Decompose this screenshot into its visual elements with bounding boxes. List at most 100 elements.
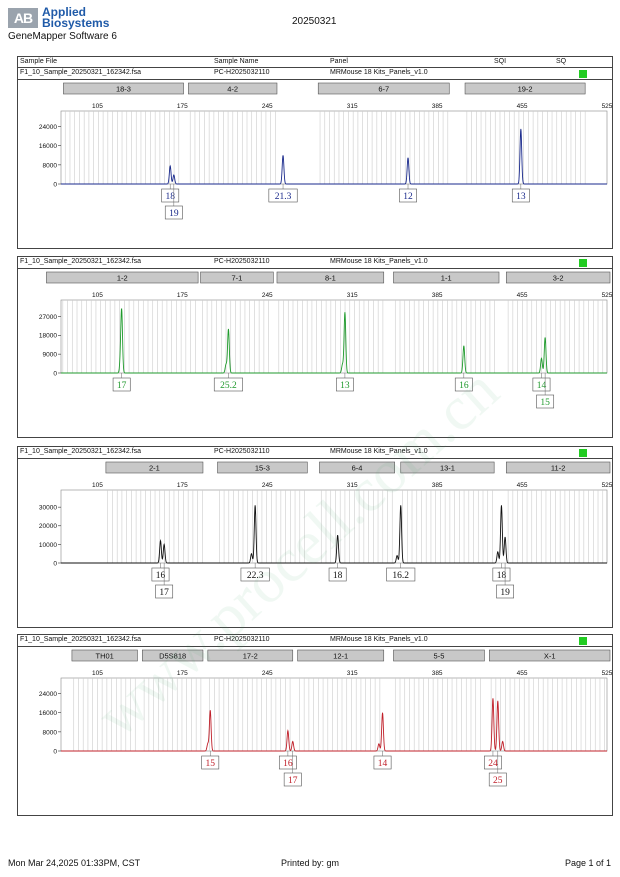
- col-sq: SQ: [556, 58, 567, 65]
- marker-bar: [319, 461, 395, 474]
- allele-call-box: [213, 377, 243, 392]
- marker-label: 19-2: [518, 85, 533, 94]
- allele-call-box: [492, 567, 511, 582]
- allele-call-box: [454, 377, 473, 392]
- trace-line: [61, 505, 607, 564]
- allele-call-label: 17: [117, 381, 127, 391]
- allele-call-box: [151, 567, 170, 582]
- marker-label: 5-5: [434, 652, 445, 661]
- allele-call-box: [496, 584, 514, 599]
- col-panel: Panel: [330, 58, 348, 65]
- marker-label: 1-1: [441, 274, 452, 283]
- panel-panel-name: MRMouse 18 Kits_Panels_v1.0: [330, 448, 428, 455]
- electropherogram-plot: TH01 D5S818 17-2 12-1 5-5 X-1 105 175 245 315 385 4…: [39, 649, 612, 787]
- marker-label: 3-2: [553, 274, 564, 283]
- panel-info-row: F1_10_Sample_20250321_162342.fsa PC-H2025…: [18, 635, 612, 647]
- panel-panel-name: MRMouse 18 Kits_Panels_v1.0: [330, 258, 428, 265]
- y-tick-label: 18000: [39, 333, 57, 340]
- marker-bar: [200, 271, 274, 284]
- marker-label: X-1: [544, 652, 556, 661]
- marker-label: 2-1: [149, 464, 160, 473]
- panel-sample-file: F1_10_Sample_20250321_162342.fsa: [20, 258, 142, 265]
- x-tick-label: 455: [517, 670, 528, 677]
- trace-line: [61, 128, 607, 185]
- report-title: 20250321: [292, 16, 337, 27]
- trace-line: [61, 308, 607, 374]
- footer-page-number: Page 1 of 1: [565, 858, 612, 868]
- x-tick-label: 455: [517, 482, 528, 489]
- trace-line: [61, 698, 607, 752]
- x-tick-label: 315: [347, 292, 358, 299]
- marker-label: 1-2: [117, 274, 128, 283]
- allele-call-box: [511, 188, 530, 203]
- x-tick-label: 525: [602, 103, 612, 110]
- y-tick-label: 9000: [43, 352, 58, 359]
- plot-frame: [60, 489, 608, 564]
- marker-label: 4-2: [227, 85, 238, 94]
- allele-call-label: 24: [488, 759, 498, 769]
- allele-call-box: [283, 772, 302, 787]
- allele-call-label: 15: [540, 398, 550, 408]
- x-tick-label: 385: [432, 103, 443, 110]
- allele-call-label: 13: [340, 381, 350, 391]
- logo-mark: AB: [8, 8, 38, 28]
- allele-call-box: [386, 567, 416, 582]
- electropherogram-panel: F1_10_Sample_20250321_162342.fsa PC-H2025…: [17, 67, 613, 249]
- marker-bar: [489, 649, 611, 662]
- allele-call-label: 18: [333, 571, 343, 581]
- y-tick-label: 8000: [43, 729, 58, 736]
- allele-call-label: 22.3: [247, 571, 264, 581]
- panel-info-row: F1_10_Sample_20250321_162342.fsa PC-H2025…: [18, 257, 612, 269]
- x-tick-label: 455: [517, 292, 528, 299]
- panel-sample-name: PC-H2025032110: [214, 636, 270, 643]
- x-tick-label: 105: [92, 482, 103, 489]
- plot-frame: [60, 677, 608, 752]
- allele-call-box: [532, 377, 551, 392]
- x-tick-label: 525: [602, 670, 612, 677]
- electropherogram-plot: 1-2 7-1 8-1 1-1 3-2 105 175 245 315 385 455 525 0 900…: [39, 271, 612, 409]
- marker-bar: [400, 461, 495, 474]
- y-tick-label: 0: [53, 181, 57, 188]
- marker-bar: [141, 649, 204, 662]
- marker-bar: [317, 82, 450, 95]
- panel-sample-name: PC-H2025032110: [214, 69, 270, 76]
- marker-bar: [207, 649, 294, 662]
- x-tick-label: 245: [262, 103, 273, 110]
- allele-call-label: 25.2: [220, 381, 237, 391]
- marker-label: 8-1: [325, 274, 336, 283]
- panel-info-row: F1_10_Sample_20250321_162342.fsa PC-H2025…: [18, 447, 612, 459]
- y-tick-label: 20000: [39, 523, 57, 530]
- y-tick-label: 8000: [43, 162, 58, 169]
- allele-call-box: [373, 755, 392, 770]
- y-tick-label: 0: [53, 560, 57, 567]
- allele-call-label: 18: [497, 571, 507, 581]
- marker-label: 11-2: [551, 464, 565, 473]
- marker-label: 15-3: [255, 464, 270, 473]
- marker-label: 12-1: [333, 652, 348, 661]
- marker-bar: [63, 82, 184, 95]
- marker-label: 13-1: [440, 464, 455, 473]
- allele-call-box: [336, 377, 354, 392]
- x-tick-label: 245: [262, 292, 273, 299]
- allele-call-label: 16: [156, 571, 166, 581]
- allele-call-label: 16: [459, 381, 469, 391]
- allele-call-label: 13: [516, 192, 526, 202]
- x-tick-label: 315: [347, 670, 358, 677]
- plot-frame: [60, 299, 608, 374]
- y-tick-label: 16000: [39, 143, 57, 150]
- y-tick-label: 0: [53, 370, 57, 377]
- allele-call-label: 17: [288, 776, 298, 786]
- marker-bar: [105, 461, 204, 474]
- allele-call-box: [240, 567, 270, 582]
- marker-label: 17-2: [243, 652, 258, 661]
- x-tick-label: 385: [432, 482, 443, 489]
- y-tick-label: 30000: [39, 505, 57, 512]
- marker-bar: [505, 461, 611, 474]
- allele-call-box: [164, 205, 183, 220]
- electropherogram-panel: F1_10_Sample_20250321_162342.fsa PC-H2025…: [17, 256, 613, 438]
- marker-label: 18-3: [116, 85, 131, 94]
- allele-call-box: [155, 584, 174, 599]
- marker-bar: [188, 82, 278, 95]
- marker-label: D5S818: [159, 652, 186, 661]
- marker-label: TH01: [96, 652, 114, 661]
